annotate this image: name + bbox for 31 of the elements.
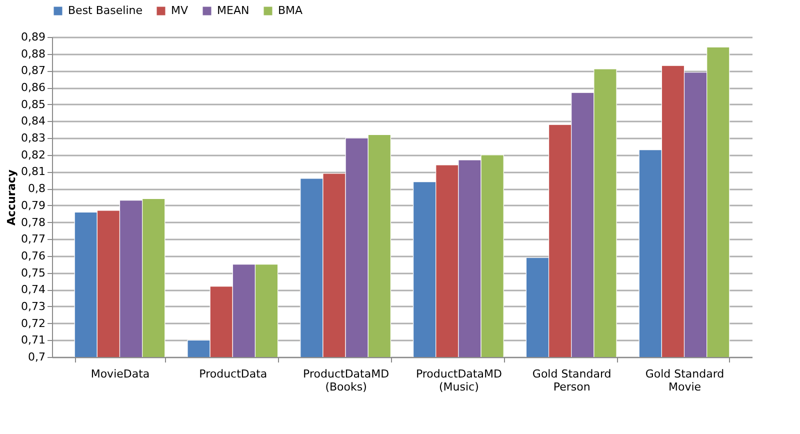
y-tick-label: 0,77 <box>21 232 46 246</box>
y-tick-label: 0,85 <box>21 98 46 111</box>
x-tick-label: ProductDataMD (Music) <box>416 368 502 394</box>
y-tick-label: 0,7 <box>28 350 46 364</box>
y-tick-label: 0,88 <box>21 47 46 60</box>
legend-label: Best Baseline <box>68 4 143 17</box>
legend-label: MV <box>171 4 188 17</box>
x-tick-label: Gold Standard Movie <box>645 368 724 394</box>
y-tick-label: 0,89 <box>21 30 46 44</box>
y-tick-label: 0,76 <box>21 249 46 262</box>
y-tick-label: 0,74 <box>21 283 46 296</box>
legend-label: BMA <box>278 4 304 17</box>
y-tick-label: 0,82 <box>21 148 46 162</box>
y-tick-label: 0,75 <box>21 266 46 280</box>
x-tick-label: ProductData <box>199 368 268 380</box>
y-tick-label: 0,81 <box>21 165 46 178</box>
x-tick-label: ProductDataMD (Books) <box>303 368 390 394</box>
y-tick-label: 0,73 <box>21 300 46 313</box>
y-tick-label: 0,86 <box>21 81 46 94</box>
y-tick-label: 0,79 <box>21 198 46 212</box>
legend-label: MEAN <box>217 4 250 17</box>
y-tick-label: 0,83 <box>21 132 46 145</box>
y-tick-label: 0,84 <box>21 114 46 128</box>
y-tick-label: 0,72 <box>21 316 46 330</box>
y-tick-label: 0,87 <box>21 64 46 78</box>
y-tick-label: 0,8 <box>28 182 46 196</box>
y-tick-label: 0,71 <box>21 334 46 347</box>
y-tick-label: 0,78 <box>21 216 46 229</box>
y-axis-title: Accuracy <box>5 170 18 226</box>
x-tick-label: Gold Standard Person <box>532 368 612 394</box>
x-tick-label: MovieData <box>90 368 150 380</box>
